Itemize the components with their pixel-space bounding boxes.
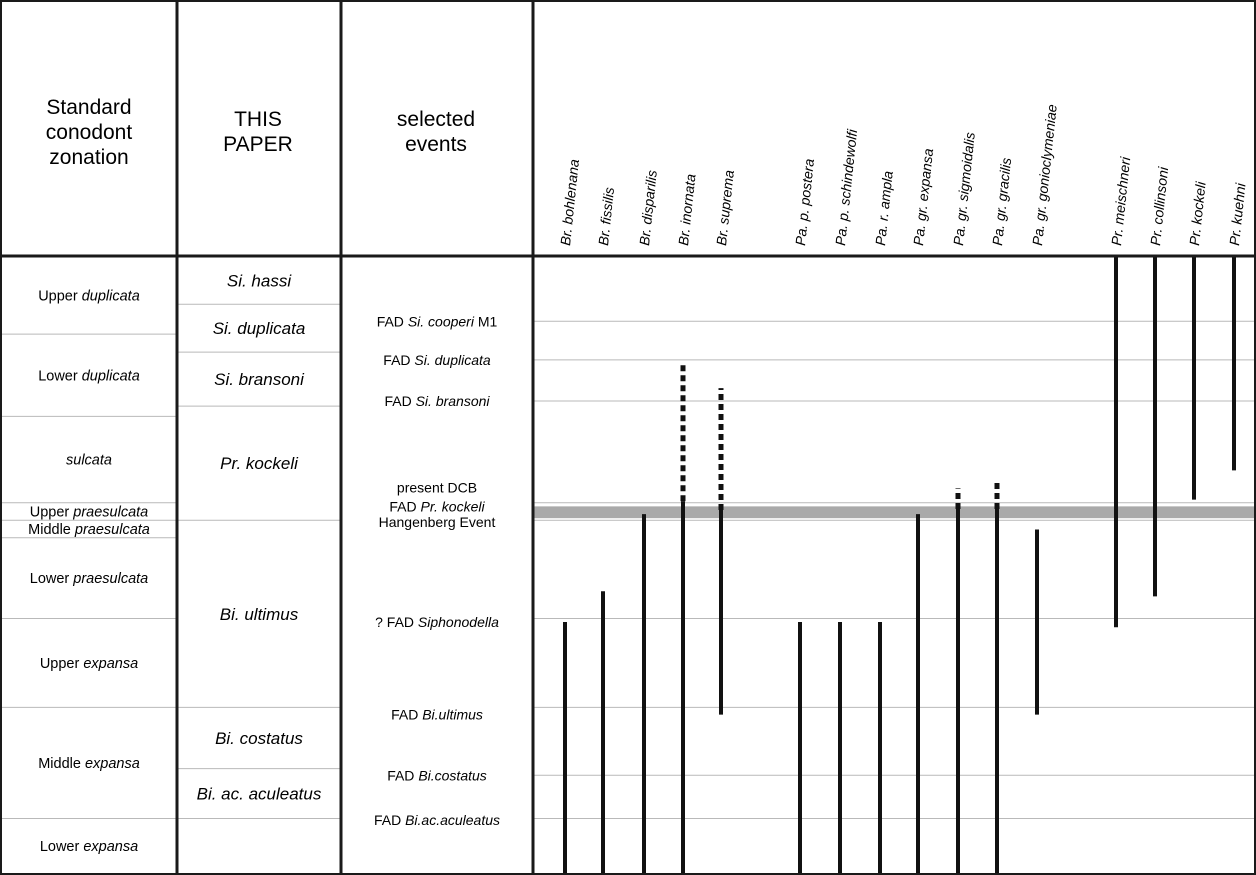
event-prefix: FAD (377, 313, 408, 329)
paper-zone-label: Bi. ultimus (220, 605, 299, 624)
taxon-label-pa-gr-sigmoidalis: Pa. gr. sigmoidalis (950, 131, 978, 246)
header-events-line2: events (405, 133, 467, 156)
event-taxon: Si. duplicata (414, 352, 490, 368)
zone-prefix: Upper (30, 505, 74, 521)
event-label: FAD Si. duplicata (383, 352, 491, 368)
event-taxon: Pr. kockeli (421, 498, 486, 514)
zone-prefix: Upper (38, 289, 82, 305)
standard-zone-label: Lower praesulcata (30, 571, 149, 587)
standard-zone-label: sulcata (66, 453, 112, 469)
zone-name: expansa (83, 839, 138, 855)
header-this-paper-line2: PAPER (223, 133, 293, 156)
event-label: FAD Si. cooperi M1 (377, 313, 498, 329)
standard-zone-label: Upper duplicata (38, 289, 140, 305)
zone-name: duplicata (82, 289, 140, 305)
event-prefix: Hangenberg Event (379, 514, 496, 530)
paper-zone-label: Bi. ac. aculeatus (197, 785, 322, 804)
paper-zone-label: Si. duplicata (213, 319, 306, 338)
event-label: FAD Bi.ac.aculeatus (374, 812, 500, 828)
paper-zone-label: Bi. costatus (215, 729, 303, 748)
zone-name: expansa (85, 756, 140, 772)
this-paper-zones: Si. hassi Si. duplicata Si. bransoni Pr. ko… (177, 272, 341, 819)
standard-zone-label: Middle expansa (38, 756, 140, 772)
header-standard-line2: conodont (46, 121, 133, 144)
event-label: present DCB (397, 479, 477, 495)
event-taxon: Si. bransoni (416, 393, 491, 409)
event-prefix: FAD (374, 812, 405, 828)
header-standard-line3: zonation (49, 146, 128, 169)
paper-zone-label: Pr. kockeli (220, 454, 299, 473)
standard-zone-label: Upper praesulcata (30, 505, 149, 521)
taxon-label-pr-collinsoni: Pr. collinsoni (1147, 165, 1171, 246)
zone-name: expansa (83, 656, 138, 672)
taxa-labels: Br. bohlenana Br. fissilis Br. disparilis B… (557, 103, 1249, 246)
event-label: FAD Pr. kockeli (389, 498, 485, 514)
event-taxon: Bi.ac.aculeatus (405, 812, 500, 828)
header-standard-line1: Standard (46, 96, 131, 119)
taxon-label-pa-gr-gracilis: Pa. gr. gracilis (989, 157, 1014, 246)
paper-zone-label: Si. bransoni (214, 370, 305, 389)
event-label: ? FAD Siphonodella (375, 614, 499, 630)
zone-prefix: Lower (38, 368, 82, 384)
paper-zone-label: Si. hassi (227, 272, 292, 291)
event-taxon: Bi.costatus (418, 767, 486, 783)
taxon-label-pa-gr-expansa: Pa. gr. expansa (910, 147, 936, 246)
zone-name: duplicata (82, 368, 140, 384)
header-events-line1: selected (397, 108, 475, 131)
standard-zone-label: Upper expansa (40, 656, 138, 672)
zone-prefix: Upper (40, 656, 84, 672)
event-prefix: FAD (391, 707, 422, 723)
event-taxon: Siphonodella (418, 614, 499, 630)
event-prefix: FAD (384, 393, 415, 409)
taxon-label-br-inornata: Br. inornata (675, 173, 698, 246)
grid-layer (533, 320, 1255, 819)
event-taxon: Bi.ultimus (422, 707, 483, 723)
taxon-label-pa-p-schindewolfi: Pa. p. schindewolfi (832, 128, 860, 247)
header-this-paper-line1: THIS (234, 108, 282, 131)
event-prefix: present DCB (397, 479, 477, 495)
zone-prefix: Lower (30, 571, 74, 587)
standard-zone-label: Lower expansa (40, 839, 138, 855)
taxon-label-pr-kuehni: Pr. kuehni (1226, 182, 1249, 247)
zone-prefix: Lower (40, 839, 84, 855)
event-prefix: ? FAD (375, 614, 418, 630)
event-taxon: Si. cooperi (408, 313, 475, 329)
taxon-label-pr-kockeli: Pr. kockeli (1186, 180, 1209, 246)
taxon-label-pr-meischneri: Pr. meischneri (1108, 155, 1133, 246)
event-label: FAD Bi.ultimus (391, 707, 483, 723)
header-this-paper: THIS PAPER (223, 108, 293, 156)
taxon-label-pa-p-postera: Pa. p. postera (792, 158, 817, 247)
hangenberg-event-band (533, 506, 1255, 519)
event-prefix: FAD (387, 767, 418, 783)
taxon-label-br-fissilis: Br. fissilis (595, 186, 617, 246)
event-label: FAD Bi.costatus (387, 767, 487, 783)
event-prefix: FAD (383, 352, 414, 368)
header-selected-events: selected events (397, 108, 475, 156)
event-suffix: M1 (474, 313, 498, 329)
event-label: Hangenberg Event (379, 514, 496, 530)
zone-name: praesulcata (72, 505, 148, 521)
header-standard-zonation: Standard conodont zonation (46, 96, 133, 169)
taxon-label-br-disparilis: Br. disparilis (636, 169, 660, 246)
standard-zone-label: Middle praesulcata (28, 522, 150, 538)
zone-prefix: Middle (38, 756, 85, 772)
zone-name: praesulcata (72, 571, 148, 587)
taxon-label-br-bohlenana: Br. bohlenana (557, 158, 582, 246)
zone-name: praesulcata (74, 522, 150, 538)
taxon-label-br-suprema: Br. suprema (713, 169, 737, 246)
event-label: FAD Si. bransoni (384, 393, 490, 409)
standard-zone-label: Lower duplicata (38, 368, 140, 384)
taxon-label-pa-r-ampla: Pa. r. ampla (872, 170, 896, 246)
zone-name: sulcata (66, 453, 112, 469)
event-prefix: FAD (389, 498, 420, 514)
zone-prefix: Middle (28, 522, 75, 538)
taxon-label-pa-gr-gonioclymeniae: Pa. gr. gonioclymeniae (1029, 103, 1060, 246)
range-bars (563, 257, 1236, 874)
